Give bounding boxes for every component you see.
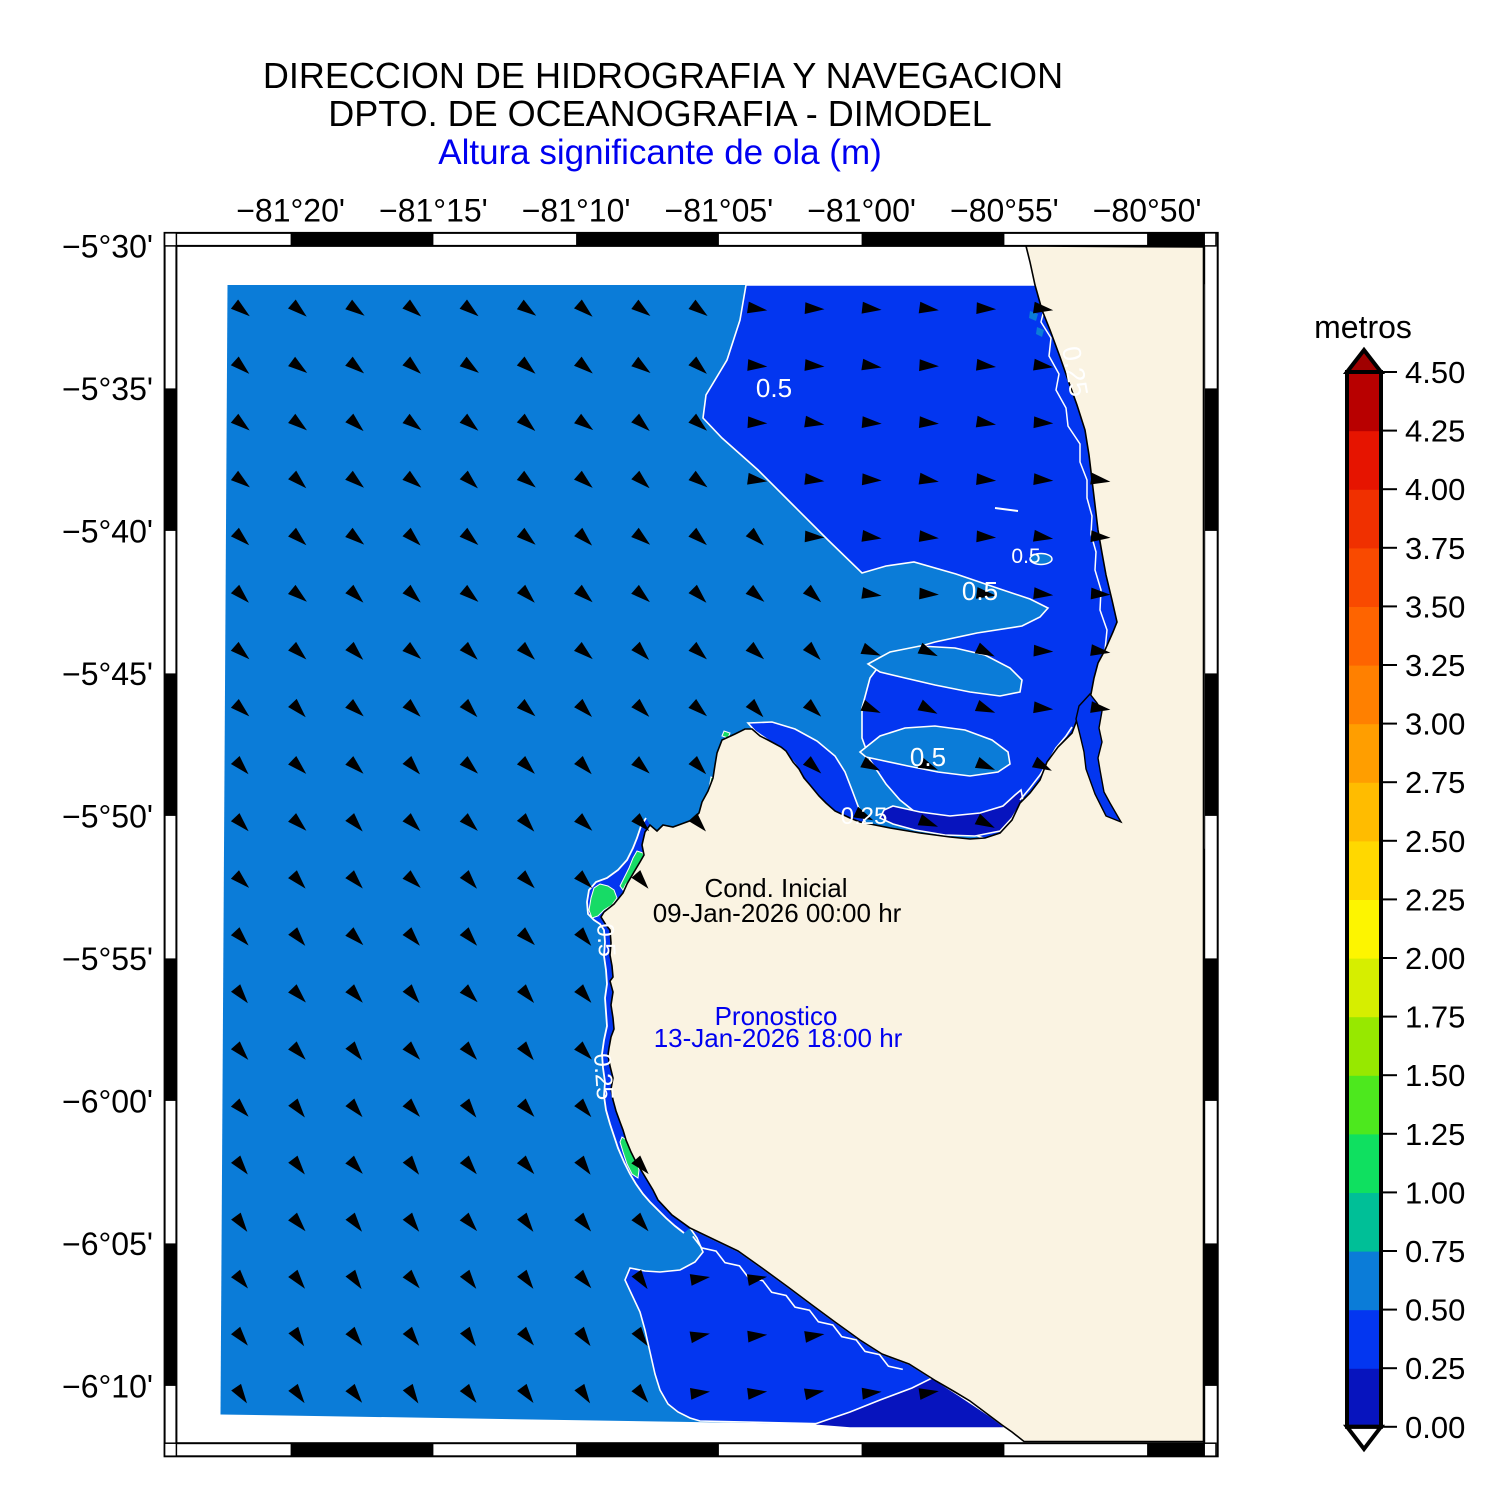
svg-text:3.75: 3.75 <box>1405 531 1465 566</box>
svg-text:−5°45': −5°45' <box>62 656 153 692</box>
svg-text:1.75: 1.75 <box>1405 1000 1465 1035</box>
svg-text:0.5: 0.5 <box>756 373 792 403</box>
svg-text:Altura significante de ola (m): Altura significante de ola (m) <box>438 133 882 172</box>
svg-text:−81°10': −81°10' <box>522 193 631 229</box>
svg-text:Pronostico: Pronostico <box>715 1001 838 1031</box>
svg-text:−6°10': −6°10' <box>62 1368 153 1404</box>
svg-text:0.25: 0.25 <box>588 1053 618 1101</box>
svg-text:0.5: 0.5 <box>591 923 620 958</box>
svg-text:2.75: 2.75 <box>1405 765 1465 800</box>
svg-text:2.25: 2.25 <box>1405 882 1465 917</box>
svg-text:−5°30': −5°30' <box>62 228 153 264</box>
svg-text:0.5: 0.5 <box>910 742 946 772</box>
svg-text:0.75: 0.75 <box>1405 1234 1465 1269</box>
svg-text:3.00: 3.00 <box>1405 707 1465 742</box>
svg-text:1.50: 1.50 <box>1405 1058 1465 1093</box>
svg-text:−6°00': −6°00' <box>62 1083 153 1119</box>
svg-text:DPTO. DE OCEANOGRAFIA - DIMODE: DPTO. DE OCEANOGRAFIA - DIMODEL <box>328 93 991 134</box>
svg-text:3.50: 3.50 <box>1405 589 1465 624</box>
svg-text:−81°20': −81°20' <box>236 193 345 229</box>
svg-text:−81°05': −81°05' <box>665 193 774 229</box>
svg-text:DIRECCION DE HIDROGRAFIA Y NAV: DIRECCION DE HIDROGRAFIA Y NAVEGACION <box>263 55 1063 96</box>
svg-text:0.25: 0.25 <box>841 803 888 830</box>
svg-text:1.25: 1.25 <box>1405 1117 1465 1152</box>
svg-text:Cond. Inicial: Cond. Inicial <box>704 873 847 903</box>
svg-text:−81°00': −81°00' <box>807 193 916 229</box>
svg-text:4.00: 4.00 <box>1405 472 1465 507</box>
svg-text:09-Jan-2026 00:00 hr: 09-Jan-2026 00:00 hr <box>653 898 902 928</box>
svg-text:−5°55': −5°55' <box>62 941 153 977</box>
svg-text:−5°35': −5°35' <box>62 371 153 407</box>
svg-text:−80°50': −80°50' <box>1093 193 1202 229</box>
svg-text:0.50: 0.50 <box>1405 1293 1465 1328</box>
svg-text:0.5: 0.5 <box>1011 545 1040 568</box>
svg-text:−81°15': −81°15' <box>379 193 488 229</box>
svg-text:2.50: 2.50 <box>1405 824 1465 859</box>
svg-text:4.50: 4.50 <box>1405 355 1465 390</box>
svg-text:13-Jan-2026 18:00 hr: 13-Jan-2026 18:00 hr <box>654 1023 903 1053</box>
svg-text:−80°55': −80°55' <box>950 193 1059 229</box>
svg-text:0.25: 0.25 <box>1405 1351 1465 1386</box>
svg-text:1.00: 1.00 <box>1405 1175 1465 1210</box>
svg-text:0.00: 0.00 <box>1405 1410 1465 1445</box>
svg-text:3.25: 3.25 <box>1405 648 1465 683</box>
svg-text:4.25: 4.25 <box>1405 414 1465 449</box>
svg-text:−6°05': −6°05' <box>62 1226 153 1262</box>
svg-text:0.5: 0.5 <box>962 576 998 606</box>
svg-text:−5°40': −5°40' <box>62 513 153 549</box>
svg-text:2.00: 2.00 <box>1405 941 1465 976</box>
svg-text:metros: metros <box>1314 309 1412 345</box>
svg-text:−5°50': −5°50' <box>62 798 153 834</box>
